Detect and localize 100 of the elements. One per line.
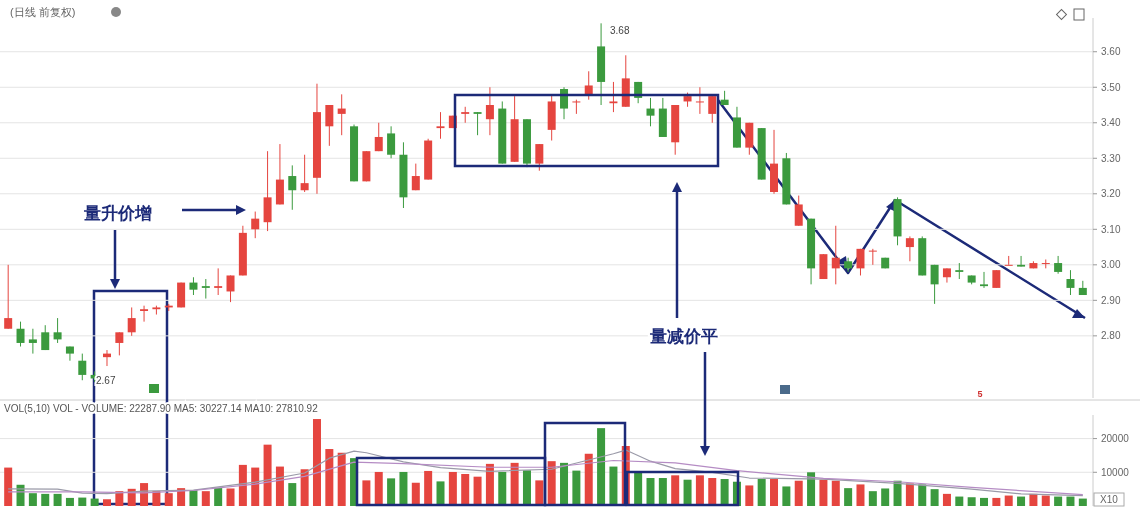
candlestick: [214, 267, 223, 296]
bar: [90, 498, 99, 506]
bar: [634, 472, 643, 506]
candlestick: [708, 95, 717, 124]
bar: [992, 497, 1001, 506]
candlestick: [387, 125, 396, 159]
bar: [881, 488, 890, 506]
bar: [1029, 493, 1038, 506]
bar: [930, 489, 939, 506]
bar: [312, 419, 321, 506]
bar: [646, 478, 655, 506]
candlestick: [78, 353, 87, 381]
y-tick-label: 3.10: [1101, 223, 1121, 235]
bar: [819, 479, 828, 506]
bar: [905, 483, 914, 506]
candlestick: [41, 324, 50, 351]
bar: [807, 472, 816, 506]
bar: [918, 484, 927, 506]
candlestick: [584, 70, 593, 101]
candlestick: [868, 248, 877, 266]
candlestick: [288, 164, 297, 211]
candlestick: [436, 111, 445, 140]
bar: [288, 483, 297, 506]
candlestick: [411, 163, 420, 191]
annotation: 量升价增: [83, 204, 152, 223]
bar: [522, 470, 531, 506]
bar: [671, 475, 680, 506]
bar: [1054, 496, 1063, 506]
candlestick: [16, 321, 25, 347]
chart-title: (日线 前复权): [10, 6, 76, 18]
bar: [226, 488, 235, 506]
annotation: 5: [977, 389, 983, 399]
candlestick: [127, 306, 136, 337]
bar: [597, 428, 606, 506]
bar: [201, 491, 210, 506]
bar: [214, 487, 223, 506]
candlestick: [856, 248, 865, 276]
candlestick: [325, 104, 334, 147]
candlestick: [115, 331, 124, 356]
bar: [980, 497, 989, 506]
candlestick: [1054, 255, 1063, 275]
candlestick: [337, 93, 346, 136]
bar: [1004, 495, 1013, 506]
candlestick: [1066, 269, 1075, 296]
annotation: 量减价平: [649, 327, 718, 346]
candlestick: [300, 154, 309, 193]
bar: [745, 485, 754, 506]
bar: [967, 497, 976, 506]
bar: [955, 496, 964, 506]
line-series: [7, 449, 1084, 497]
candlestick: [53, 317, 62, 344]
y-axis-title: X10: [1100, 494, 1119, 505]
candlestick: [572, 99, 581, 115]
bar: [1017, 496, 1026, 506]
bar: [337, 452, 346, 506]
bar: [782, 486, 791, 506]
bar: [4, 467, 13, 506]
bar: [695, 475, 704, 506]
annotation: 2.67: [96, 375, 116, 386]
bar: [65, 497, 74, 506]
bar: [41, 493, 50, 506]
bar: [436, 481, 445, 506]
y-tick-label: 20000: [1101, 433, 1130, 445]
bar: [560, 462, 569, 506]
candlestick: [844, 257, 853, 273]
bar: [238, 464, 247, 506]
bar: [498, 471, 507, 506]
candlestick: [65, 346, 74, 362]
bar: [399, 471, 408, 506]
candlestick: [1017, 255, 1026, 268]
candlestick: [560, 86, 569, 120]
y-tick-label: 3.40: [1101, 117, 1121, 129]
y-tick-label: 2.80: [1101, 330, 1121, 342]
line-series: [7, 459, 1084, 496]
y-tick-label: 3.60: [1101, 46, 1121, 58]
y-tick-label: 3.00: [1101, 259, 1121, 271]
bar: [535, 480, 544, 506]
candlestick: [485, 86, 494, 136]
bar: [1041, 495, 1050, 506]
candlestick: [930, 264, 939, 305]
y-tick-label: 2.90: [1101, 294, 1121, 306]
bar: [510, 462, 519, 506]
bar: [473, 476, 482, 506]
candlestick: [695, 86, 704, 115]
candlestick: [980, 271, 989, 289]
bar: [609, 466, 618, 506]
candlestick: [535, 143, 544, 172]
candlestick: [831, 225, 840, 285]
candlestick: [1004, 255, 1013, 266]
bar: [658, 478, 667, 506]
bar: [757, 479, 766, 506]
candlestick: [905, 235, 914, 262]
candlestick: [794, 195, 803, 227]
bar: [78, 497, 87, 506]
candlestick: [4, 264, 13, 330]
bar: [572, 470, 581, 506]
bar: [387, 478, 396, 506]
y-tick-label: 3.50: [1101, 81, 1121, 93]
bar: [362, 480, 371, 506]
bar: [708, 478, 717, 506]
